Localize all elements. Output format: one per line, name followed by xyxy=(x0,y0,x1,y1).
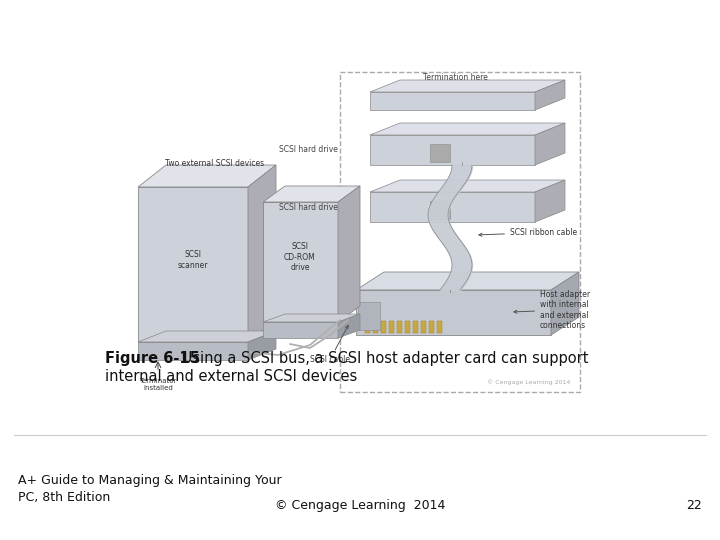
Polygon shape xyxy=(263,186,360,202)
Polygon shape xyxy=(338,186,360,322)
Text: SCSI
scanner: SCSI scanner xyxy=(178,251,208,269)
Bar xyxy=(413,321,418,333)
Polygon shape xyxy=(370,123,565,135)
Text: A+ Guide to Managing & Maintaining Your
PC, 8th Edition: A+ Guide to Managing & Maintaining Your … xyxy=(18,475,282,504)
Bar xyxy=(358,302,380,330)
Polygon shape xyxy=(535,180,565,222)
Text: 22: 22 xyxy=(686,500,702,512)
Polygon shape xyxy=(248,165,276,342)
Polygon shape xyxy=(370,92,535,110)
Text: Using a SCSI bus, a SCSI host adapter card can support: Using a SCSI bus, a SCSI host adapter ca… xyxy=(177,351,588,366)
Polygon shape xyxy=(248,331,276,360)
Text: Host adapter
with internal
and external
connections: Host adapter with internal and external … xyxy=(514,290,590,330)
Bar xyxy=(373,321,378,333)
Bar xyxy=(405,321,410,333)
Bar xyxy=(365,321,370,333)
Polygon shape xyxy=(138,342,248,360)
Text: SCSI ribbon cable: SCSI ribbon cable xyxy=(479,228,577,237)
Bar xyxy=(429,321,434,333)
Bar xyxy=(389,321,394,333)
Polygon shape xyxy=(551,272,579,335)
Bar xyxy=(437,321,442,333)
Polygon shape xyxy=(263,314,360,322)
Polygon shape xyxy=(263,322,338,338)
Polygon shape xyxy=(138,187,248,342)
Bar xyxy=(340,72,580,392)
Polygon shape xyxy=(370,192,535,222)
Text: Figure 6-15: Figure 6-15 xyxy=(105,351,200,366)
Polygon shape xyxy=(535,123,565,165)
Text: © Cengage Learning 2014: © Cengage Learning 2014 xyxy=(487,380,570,385)
Polygon shape xyxy=(370,180,565,192)
Text: internal and external SCSI devices: internal and external SCSI devices xyxy=(105,369,357,384)
Text: © Cengage Learning  2014: © Cengage Learning 2014 xyxy=(275,500,445,512)
Bar xyxy=(381,321,386,333)
Polygon shape xyxy=(138,331,276,342)
Polygon shape xyxy=(263,202,338,322)
Text: SCSI hard drive: SCSI hard drive xyxy=(279,145,338,154)
Bar xyxy=(397,321,402,333)
Bar xyxy=(430,201,450,219)
Bar xyxy=(430,144,450,162)
Text: SCSI
CD-ROM
drive: SCSI CD-ROM drive xyxy=(284,242,316,272)
Text: Two external SCSI devices: Two external SCSI devices xyxy=(166,159,264,168)
Polygon shape xyxy=(138,165,276,187)
Polygon shape xyxy=(338,314,360,338)
Text: Terminator
installed: Terminator installed xyxy=(139,378,176,391)
Polygon shape xyxy=(370,135,535,165)
Polygon shape xyxy=(535,80,565,110)
Bar xyxy=(421,321,426,333)
Text: SCSI hard drive: SCSI hard drive xyxy=(279,202,338,212)
Polygon shape xyxy=(356,290,551,335)
Polygon shape xyxy=(356,272,579,290)
Polygon shape xyxy=(370,80,565,92)
Text: Termination here: Termination here xyxy=(423,73,487,82)
Text: SCSI cable: SCSI cable xyxy=(310,326,350,364)
